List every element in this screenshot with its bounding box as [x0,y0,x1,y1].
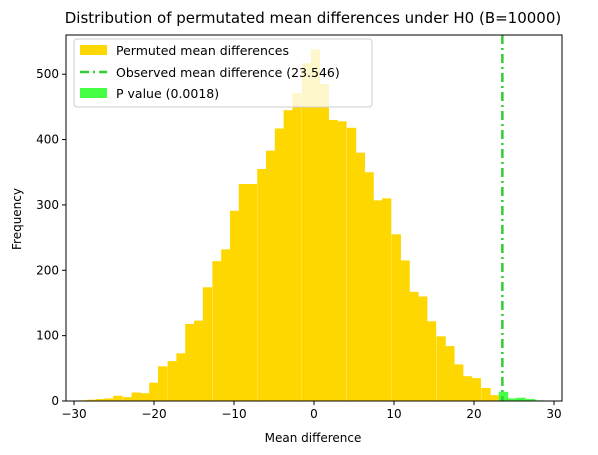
legend-swatch-permuted [80,45,107,55]
p-value-bar [516,397,526,401]
p-value-bar [526,399,536,401]
histogram-bar [355,152,365,401]
histogram-bar [131,392,141,401]
histogram-bar [471,378,481,401]
histogram-bar [247,184,257,401]
histogram-bar [409,291,419,401]
p-value-bar [507,398,517,401]
x-tick-label: 10 [386,407,401,421]
histogram-bar [373,200,383,401]
histogram-bar [418,296,428,401]
x-tick-label: 30 [546,407,561,421]
p-value-bars [498,391,545,401]
histogram-bar [104,398,114,401]
x-axis-ticks: −30 −20 −10 0 10 20 30 [61,401,562,421]
histogram-bar [283,110,293,402]
histogram-bar [310,49,321,401]
histogram-bar [302,63,312,401]
histogram-bar [140,393,150,401]
histogram-bar [364,172,374,401]
legend-label-permuted: Permuted mean differences [116,43,289,58]
histogram-bar [113,395,123,401]
histogram-bar [238,184,249,401]
histogram-bar [122,397,133,401]
histogram-bar [391,234,401,401]
histogram-bar [194,320,204,401]
histogram-bar [292,93,302,402]
legend-swatch-p-value [80,88,107,98]
histogram-bar [167,361,177,401]
y-tick-label: 100 [36,329,59,343]
histogram-bar [221,249,231,401]
histogram-bar [212,261,222,401]
histogram-bar [185,323,195,401]
histogram-bar [274,128,285,402]
x-tick-label: −30 [61,407,86,421]
histogram-bar [462,376,473,401]
histogram-bar [382,198,392,401]
y-axis-label: Frequency [10,188,24,250]
histogram-bar [328,119,338,401]
y-axis-ticks: 0 100 200 300 400 500 [36,67,66,408]
x-tick-label: −20 [141,407,166,421]
x-tick-label: −10 [221,407,246,421]
legend: Permuted mean differences Observed mean … [73,38,373,108]
histogram-bar [95,399,105,401]
histogram-bar [202,287,213,401]
legend-label-p-value: P value (0.0018) [116,86,219,101]
histogram-bar [176,353,186,401]
histogram-bar [266,150,276,401]
x-axis-label: Mean difference [265,431,362,445]
histogram-bar [490,395,500,401]
y-tick-label: 400 [36,133,59,147]
y-tick-label: 200 [36,263,59,277]
histogram-bar [319,84,329,402]
y-tick-label: 300 [36,198,59,212]
histogram-bar [445,346,455,401]
chart-title: Distribution of permutated mean differen… [65,9,562,27]
y-tick-label: 0 [51,394,59,408]
x-tick-label: 0 [310,407,318,421]
y-tick-label: 500 [36,67,59,81]
histogram-bar [481,387,491,401]
histogram-bar [426,321,437,401]
histogram-bar [400,260,410,401]
histogram-bar [454,364,464,401]
histogram-bar [337,121,347,402]
histogram-bar [436,336,446,401]
histogram-bar [346,127,357,402]
histogram-bar [257,168,267,401]
histogram-bars [78,49,500,402]
legend-box [73,38,373,108]
histogram-bar [158,366,168,401]
legend-label-observed: Observed mean difference (23.546) [116,65,340,80]
histogram-bar [86,399,97,401]
x-tick-label: 20 [466,407,481,421]
histogram-bar [149,382,159,401]
histogram-bar [230,210,240,401]
